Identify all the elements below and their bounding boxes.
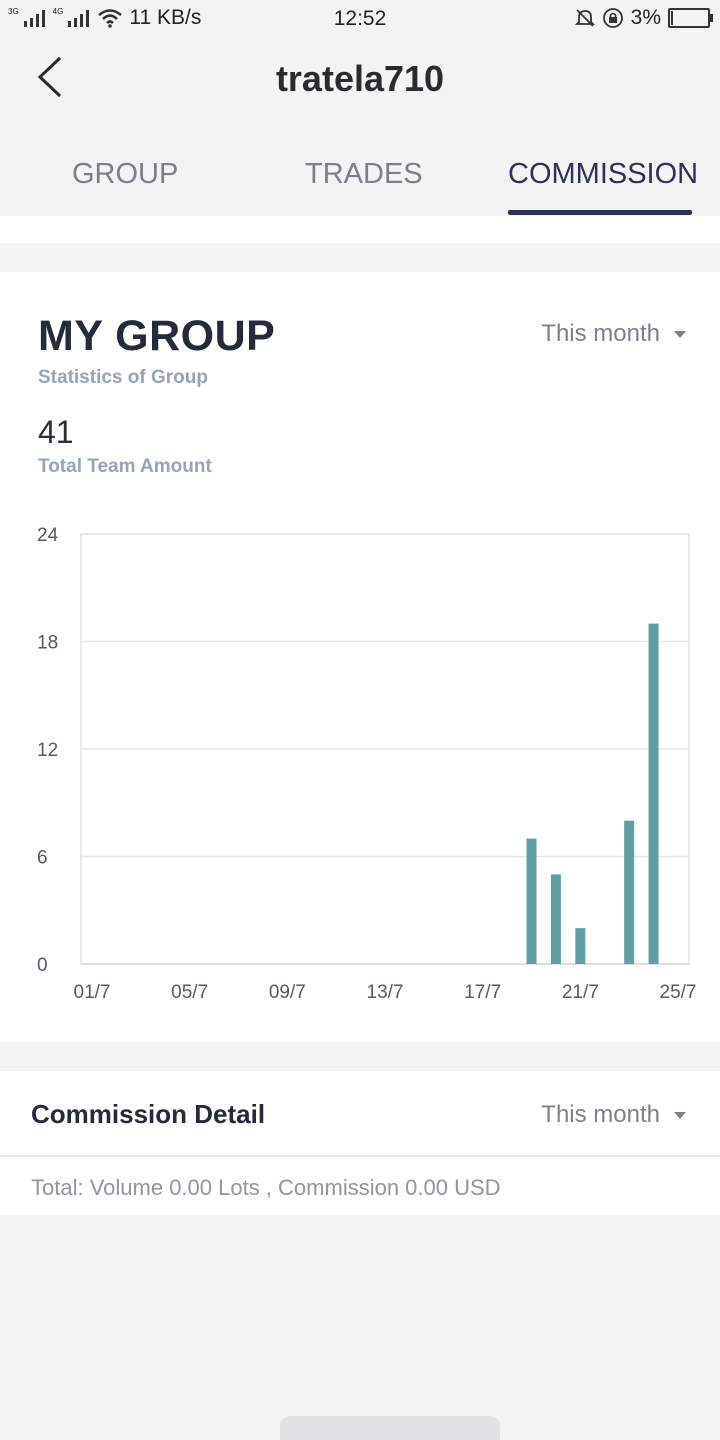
total-team-amount-value: 41 [38, 414, 74, 450]
battery-percent: 3% [630, 6, 661, 29]
chart-bar [575, 928, 586, 964]
x-tick-label: 21/7 [562, 982, 599, 1003]
commission-period-label: This month [541, 1101, 660, 1128]
chart-bar [624, 820, 635, 964]
signal-icon [68, 10, 90, 27]
status-right: 3% [574, 6, 713, 30]
network-speed: 11 KB/s [129, 6, 202, 29]
x-tick-label: 13/7 [367, 982, 404, 1003]
status-left: 3G 4G 11 KB/s [8, 6, 201, 30]
status-time: 12:52 [333, 7, 387, 30]
network-type-3g: 3G [8, 7, 19, 16]
y-tick-label: 12 [37, 740, 58, 761]
content-divider-strip [0, 216, 720, 243]
group-title: MY GROUP [38, 312, 276, 360]
tab-trades[interactable]: TRADES [305, 158, 423, 190]
chevron-left-icon [37, 56, 62, 98]
commission-period-dropdown[interactable]: This month [541, 1101, 686, 1129]
group-period-dropdown[interactable]: This month [541, 320, 686, 348]
network-type-4g: 4G [52, 7, 64, 16]
status-bar: 3G 4G 11 KB/s 12:52 3% [0, 0, 720, 36]
x-tick-label: 05/7 [171, 982, 208, 1003]
commission-detail-title: Commission Detail [31, 1099, 266, 1129]
y-tick-label: 0 [37, 955, 48, 976]
chart-bar [550, 874, 561, 964]
active-tab-indicator [508, 210, 692, 215]
x-tick-label: 01/7 [74, 982, 111, 1003]
caret-down-icon [674, 1111, 686, 1119]
tab-group[interactable]: GROUP [72, 158, 179, 190]
caret-down-icon [674, 330, 686, 338]
divider [0, 1155, 720, 1157]
x-tick-label: 09/7 [269, 982, 306, 1003]
total-team-amount-label: Total Team Amount [38, 456, 212, 477]
tab-commission[interactable]: COMMISSION [508, 158, 699, 190]
signal-icon [23, 10, 45, 27]
rotation-lock-icon [602, 8, 623, 28]
battery-icon [668, 8, 713, 28]
y-tick-label: 6 [37, 848, 48, 869]
chart-bar [526, 838, 537, 964]
x-tick-label: 17/7 [464, 982, 501, 1003]
commission-detail-card: Commission Detail This month Total: Volu… [0, 1071, 720, 1215]
tab-bar: GROUP TRADES COMMISSION [0, 140, 720, 216]
mute-icon [574, 9, 595, 27]
chart-bar [648, 623, 659, 964]
group-period-label: This month [541, 320, 660, 347]
wifi-icon [98, 9, 123, 28]
group-subtitle: Statistics of Group [38, 367, 208, 388]
back-button[interactable] [34, 54, 74, 104]
commission-total-summary: Total: Volume 0.00 Lots , Commission 0.0… [31, 1175, 501, 1200]
home-indicator[interactable] [280, 1416, 500, 1440]
y-tick-label: 24 [37, 525, 59, 546]
app-header: tratela710 [0, 36, 720, 126]
y-tick-label: 18 [37, 633, 58, 654]
x-tick-label: 25/7 [660, 982, 697, 1003]
page-title: tratela710 [275, 58, 445, 99]
group-bar-chart: 0 6 12 18 24 01/7 05/7 09/7 13/7 17/7 21/7 25/7 [37, 525, 697, 1003]
my-group-card: MY GROUP Statistics of Group This month … [0, 272, 720, 1042]
